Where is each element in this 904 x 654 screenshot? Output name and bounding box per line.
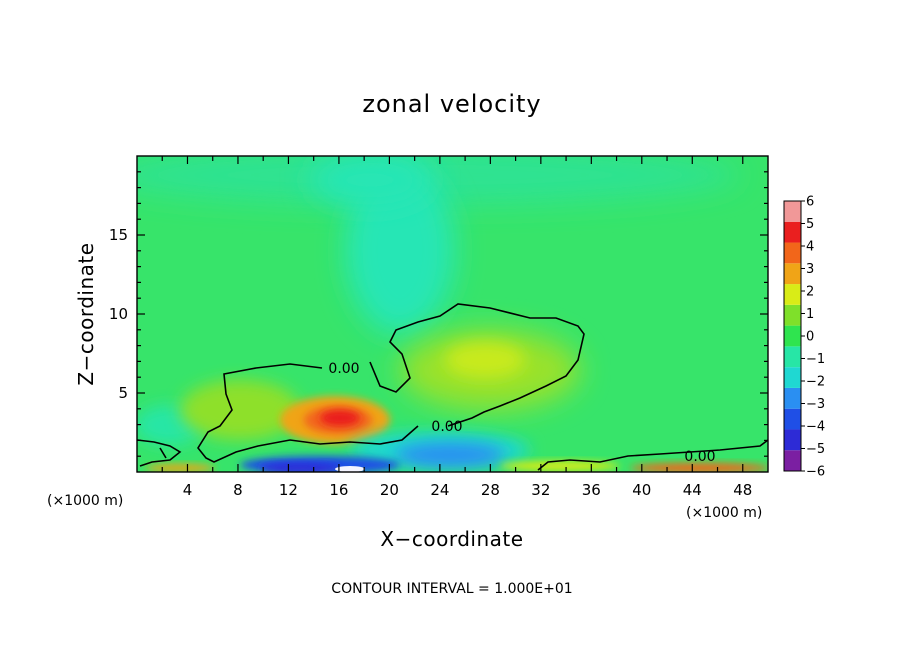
colorbar-swatch [784, 429, 801, 451]
field-surface-white [335, 466, 365, 472]
colorbar-swatch [784, 346, 801, 368]
x-tick-label: 36 [582, 481, 601, 499]
colorbar-label: 1 [806, 307, 814, 322]
colorbar-label: −1 [806, 352, 825, 367]
y-axis-label: Z−coordinate [74, 242, 98, 385]
x-tick-label: 48 [733, 481, 752, 499]
contour-lower-cell [197, 363, 419, 463]
field-cyan-plume [345, 165, 455, 335]
colorbar-label: −4 [806, 420, 825, 435]
colorbar-label: −2 [806, 375, 825, 390]
contour-label-upper: 0.00 [328, 361, 359, 377]
y-tick-label: 10 [109, 305, 128, 323]
colorbar-swatch [784, 263, 801, 285]
colorbar-label: −3 [806, 397, 825, 412]
x-tick-label: 20 [380, 481, 399, 499]
x-tick-label: 8 [233, 481, 243, 499]
x-axis-ticks: 4 8 12 16 20 24 28 32 36 40 44 48 [161, 156, 752, 499]
colorbar-label: −5 [806, 442, 825, 457]
colorbar-label: 4 [806, 240, 814, 255]
x-axis-label: X−coordinate [380, 527, 523, 551]
x-unit-right: (×1000 m) [686, 505, 762, 521]
colorbar-label: −6 [806, 465, 825, 480]
x-tick-label: 12 [279, 481, 298, 499]
colorbar-label: 5 [806, 217, 814, 232]
colorbar-swatch [784, 304, 801, 326]
contour-upper-lobe [369, 303, 585, 427]
colorbar-label: 6 [806, 195, 814, 210]
field-surface-blue [395, 443, 505, 467]
colorbar-swatch [784, 367, 801, 388]
contour-left-edge [137, 439, 182, 467]
contour-label-middle: 0.00 [431, 419, 462, 435]
x-unit-left: (×1000 m) [47, 493, 123, 509]
chart-title: zonal velocity [362, 90, 541, 118]
x-tick-label: 40 [632, 481, 651, 499]
contour-right-surface [537, 439, 768, 471]
field-jet-core [320, 410, 360, 426]
x-tick-label: 24 [430, 481, 449, 499]
colorbar-swatch [784, 325, 801, 347]
colorbar: −6 −5 −4 −3 −2 −1 0 1 2 3 4 5 6 [783, 195, 825, 480]
colorbar-swatch [784, 450, 801, 471]
x-tick-label: 4 [183, 481, 193, 499]
heatmap-field [137, 156, 768, 472]
colorbar-swatch [784, 408, 801, 430]
field-right-warm [630, 463, 768, 472]
field-cyan-plume-top [310, 156, 430, 205]
colorbar-label: 0 [806, 330, 814, 345]
field-upper-band [137, 156, 740, 205]
colorbar-swatch [784, 201, 801, 222]
colorbar-label: 3 [806, 262, 814, 277]
y-tick-label: 5 [118, 384, 128, 402]
contour-interval-note: CONTOUR INTERVAL = 1.000E+01 [331, 581, 572, 597]
colorbar-label: 2 [806, 285, 814, 300]
field-surface-navy [260, 463, 340, 472]
colorbar-swatch [784, 387, 801, 409]
x-tick-label: 44 [683, 481, 702, 499]
y-axis-ticks: 5 10 15 [109, 171, 768, 457]
x-tick-label: 16 [329, 481, 348, 499]
field-left-warm-edge [145, 464, 215, 472]
colorbar-swatch [784, 221, 801, 243]
field-upper-core [445, 342, 525, 378]
contour-label-right: 0.00 [684, 449, 715, 465]
y-tick-label: 15 [109, 226, 128, 244]
x-tick-label: 32 [531, 481, 550, 499]
field-surface-yellow [500, 461, 620, 471]
field-left-warm [180, 380, 300, 440]
colorbar-swatch [784, 242, 801, 264]
x-tick-label: 28 [481, 481, 500, 499]
contour-lines [137, 303, 768, 471]
colorbar-swatch [784, 284, 801, 305]
